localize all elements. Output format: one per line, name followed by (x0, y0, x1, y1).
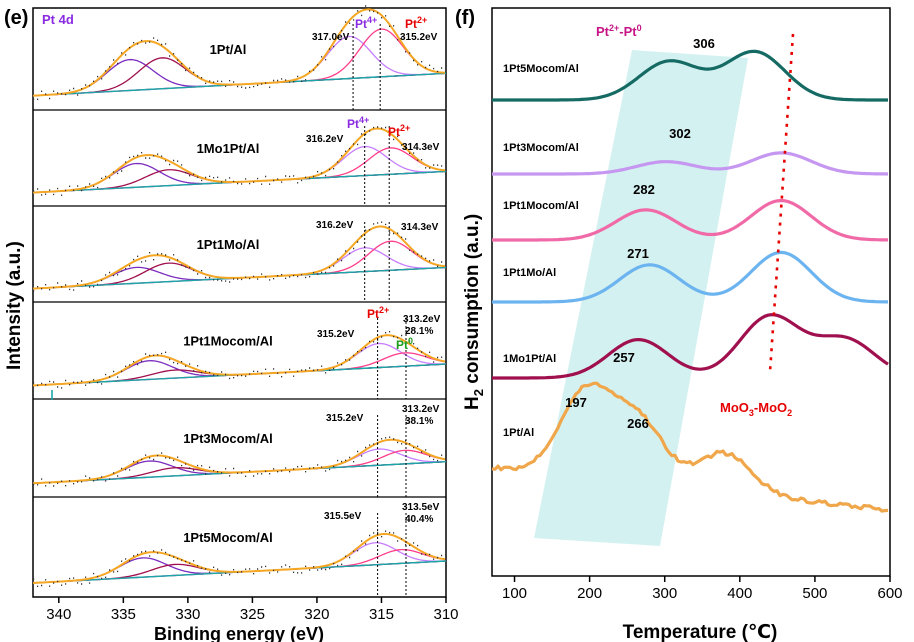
label-pt2plus: Pt2+ (388, 123, 410, 139)
envelope-fit (32, 127, 446, 194)
x-tick-label: 310 (433, 606, 458, 623)
sample-label: 1Pt1Mo/Al (503, 267, 556, 279)
x-tick-label: 300 (652, 585, 677, 602)
reference-label: MoO3-MoO2 (720, 400, 792, 418)
raw-data (33, 331, 447, 389)
binding-energy-label: 316.2eV (306, 134, 344, 145)
panel-f-ylabel: H2 consumption (a.u.) (462, 214, 486, 410)
peak-temp-label: 257 (613, 350, 635, 365)
panel-f: (f) Pt2+-Pt0 1Pt5Mocom/Al 306 1Pt3Mocom/Al 3… (455, 7, 903, 642)
panel-f-xlabel: Temperature (℃) (623, 622, 778, 642)
sample-label: 1Pt1Mocom/Al (183, 334, 273, 349)
peak-temp-label: 302 (669, 126, 691, 141)
tpr-curve (492, 151, 889, 176)
sample-label: 1Pt5Mocom/Al (183, 530, 273, 545)
envelope-fit (32, 532, 446, 584)
panel-e-plot: 1Pt/Al Pt4+ Pt2+ 317.0eV 315.2eV 1Mo1Pt/Al Pt4… (32, 5, 459, 623)
x-tick-label: 100 (502, 585, 527, 602)
x-tick-label: 330 (175, 606, 200, 623)
x-tick-label: 320 (304, 606, 329, 623)
x-tick-label: 335 (111, 606, 136, 623)
tpr-curve (492, 313, 889, 380)
tpr-curve (492, 250, 888, 304)
peak-temp-label: 306 (693, 36, 715, 51)
peak-temp-label: 282 (633, 182, 655, 197)
sample-label: 1Mo1Pt/Al (503, 353, 556, 365)
percent-label: 28.1% (405, 326, 433, 337)
raw-data (33, 436, 447, 487)
x-tick-label: 200 (577, 585, 602, 602)
envelope-fit (32, 225, 446, 290)
binding-energy-label: 314.3eV (401, 222, 439, 233)
tpr-curve (492, 199, 888, 242)
label-pt2plus: Pt2+ (405, 15, 427, 31)
binding-energy-label: 313.2eV (403, 314, 441, 325)
panel-f-frame (491, 7, 891, 577)
peak-temp-label: 197 (565, 395, 587, 410)
binding-energy-label: 315.2eV (317, 329, 355, 340)
percent-label: 38.1% (405, 416, 433, 427)
raw-data (33, 126, 447, 196)
peak-temp-label: 271 (627, 246, 649, 261)
label-pt2plus: Pt2+ (367, 305, 389, 321)
binding-energy-label: 315.2eV (400, 32, 438, 43)
label-pt4plus: Pt4+ (347, 115, 369, 131)
sample-label: 1Mo1Pt/Al (197, 141, 260, 156)
sample-label: 1Pt1Mocom/Al (503, 200, 579, 212)
band-label: Pt2+-Pt0 (596, 23, 642, 39)
panel-e-label: (e) (4, 7, 28, 29)
sample-label: 1Pt/Al (210, 42, 247, 57)
binding-energy-label: 313.5eV (402, 502, 440, 513)
binding-energy-label: 313.2eV (402, 404, 440, 415)
raw-data (33, 5, 447, 100)
x-tick-label: 500 (802, 585, 827, 602)
binding-energy-label: 316.2eV (316, 220, 354, 231)
x-tick-label: 600 (877, 585, 902, 602)
envelope-fit (32, 438, 446, 485)
sample-label: 1Pt3Mocom/Al (503, 142, 579, 154)
label-pt0: Pt0 (396, 336, 413, 352)
panel-e-xlabel: Binding energy (eV) (154, 624, 324, 642)
binding-energy-label: 314.3eV (402, 142, 440, 153)
binding-energy-label: 315.5eV (324, 511, 362, 522)
raw-data (33, 221, 447, 292)
sample-label: 1Pt3Mocom/Al (183, 431, 273, 446)
tpr-curve (492, 49, 888, 102)
panel-e-title: Pt 4d (42, 12, 74, 27)
sample-label: 1Pt/Al (503, 427, 534, 439)
panel-e-ylabel: Intensity (a.u.) (4, 241, 25, 370)
sample-label: 1Pt1Mo/Al (197, 237, 260, 252)
component-peak (32, 342, 446, 387)
panel-f-label: (f) (455, 7, 475, 29)
component-peak (32, 162, 446, 194)
binding-energy-label: 317.0eV (312, 32, 350, 43)
peak-temp-label: 266 (627, 416, 649, 431)
raw-data (33, 530, 447, 587)
moo3-reference-line (768, 33, 795, 373)
percent-label: 40.4% (405, 514, 433, 525)
x-tick-label: 400 (727, 585, 752, 602)
x-tick-label: 315 (369, 606, 394, 623)
envelope-fit (32, 334, 446, 387)
x-tick-label: 325 (240, 606, 265, 623)
tpr-curve (491, 381, 889, 513)
envelope-fit (32, 8, 446, 97)
binding-energy-label: 315.2eV (326, 413, 364, 424)
pt-band (534, 50, 748, 546)
label-pt4plus: Pt4+ (355, 15, 377, 31)
panel-f-plot: Pt2+-Pt0 1Pt5Mocom/Al 306 1Pt3Mocom/Al 302 1P… (491, 7, 903, 602)
component-peak (32, 28, 446, 97)
sample-label: 1Pt5Mocom/Al (503, 63, 579, 75)
panel-e: (e) Pt 4d 1Pt/Al Pt4+ Pt2+ 317.0eV 315.2eV 1M… (4, 5, 459, 642)
x-tick-label: 340 (46, 606, 71, 623)
